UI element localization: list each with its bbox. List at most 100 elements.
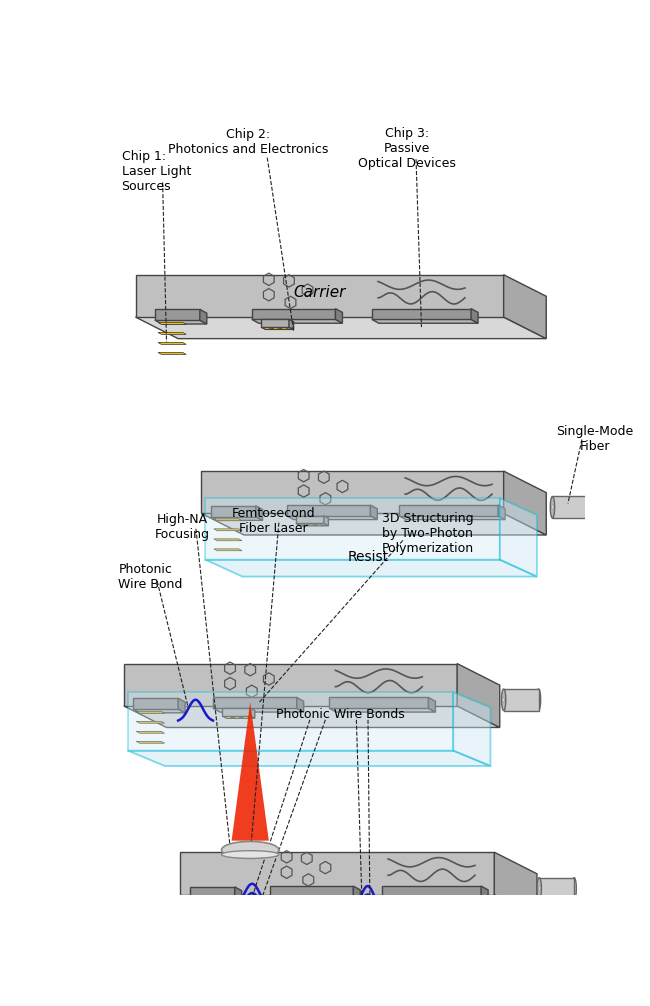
Polygon shape — [133, 698, 178, 709]
Ellipse shape — [538, 885, 540, 891]
Polygon shape — [382, 897, 488, 900]
Polygon shape — [250, 708, 255, 718]
Polygon shape — [136, 741, 164, 743]
Polygon shape — [382, 886, 481, 897]
Polygon shape — [158, 332, 187, 334]
Polygon shape — [124, 706, 500, 727]
Polygon shape — [481, 886, 488, 900]
Polygon shape — [202, 513, 546, 535]
Polygon shape — [270, 886, 354, 897]
Text: Femtosecond
Fiber Laser: Femtosecond Fiber Laser — [231, 507, 315, 535]
Polygon shape — [213, 708, 304, 712]
Polygon shape — [330, 708, 436, 712]
Polygon shape — [370, 505, 377, 519]
Polygon shape — [128, 750, 491, 766]
Polygon shape — [287, 505, 370, 516]
Polygon shape — [190, 887, 235, 897]
Polygon shape — [372, 319, 478, 323]
Polygon shape — [372, 309, 471, 319]
Polygon shape — [296, 516, 324, 523]
Polygon shape — [271, 328, 280, 329]
Polygon shape — [136, 721, 164, 723]
Polygon shape — [315, 524, 324, 526]
Polygon shape — [135, 317, 546, 339]
Polygon shape — [211, 506, 255, 516]
Text: Chip 2:
Photonics and Electronics: Chip 2: Photonics and Electronics — [168, 129, 328, 156]
Polygon shape — [193, 900, 221, 901]
Text: High-NA
Focusing: High-NA Focusing — [155, 513, 209, 541]
Polygon shape — [296, 523, 328, 526]
Polygon shape — [270, 897, 360, 900]
Polygon shape — [211, 516, 263, 520]
Polygon shape — [289, 319, 294, 329]
Polygon shape — [181, 894, 537, 916]
Polygon shape — [136, 731, 164, 733]
Polygon shape — [136, 711, 164, 713]
Polygon shape — [193, 919, 221, 921]
Polygon shape — [298, 524, 307, 526]
Polygon shape — [222, 716, 255, 718]
Text: 3D Structuring
by Two-Photon
Polymerization: 3D Structuring by Two-Photon Polymerizat… — [382, 512, 474, 555]
Polygon shape — [296, 697, 304, 712]
Polygon shape — [552, 497, 588, 518]
Polygon shape — [124, 664, 457, 706]
Polygon shape — [205, 559, 537, 576]
Ellipse shape — [572, 877, 577, 899]
Polygon shape — [330, 697, 428, 708]
Polygon shape — [280, 328, 289, 329]
Polygon shape — [241, 716, 250, 718]
Polygon shape — [135, 275, 504, 317]
Polygon shape — [252, 319, 343, 323]
Polygon shape — [214, 539, 242, 541]
Polygon shape — [155, 310, 200, 320]
Polygon shape — [261, 327, 294, 329]
Polygon shape — [261, 319, 289, 327]
Polygon shape — [399, 516, 505, 519]
Text: Photonic Wire Bonds: Photonic Wire Bonds — [276, 708, 405, 721]
Ellipse shape — [585, 497, 590, 518]
Polygon shape — [494, 852, 537, 916]
Ellipse shape — [537, 877, 541, 899]
Text: Photonic
Wire Bond: Photonic Wire Bond — [118, 563, 183, 592]
Polygon shape — [133, 709, 185, 713]
Polygon shape — [202, 471, 504, 513]
Polygon shape — [158, 342, 187, 344]
Text: Chip 3:
Passive
Optical Devices: Chip 3: Passive Optical Devices — [358, 127, 456, 170]
Polygon shape — [214, 549, 242, 550]
Polygon shape — [540, 877, 574, 899]
Polygon shape — [158, 323, 187, 324]
Polygon shape — [453, 692, 491, 766]
Polygon shape — [324, 516, 328, 526]
Polygon shape — [354, 886, 360, 900]
Polygon shape — [428, 697, 436, 712]
Polygon shape — [214, 529, 242, 531]
Polygon shape — [178, 698, 185, 713]
Polygon shape — [287, 516, 377, 519]
Polygon shape — [504, 689, 538, 710]
Polygon shape — [335, 309, 343, 323]
Polygon shape — [205, 498, 500, 559]
Polygon shape — [193, 930, 221, 932]
Ellipse shape — [552, 505, 553, 510]
Polygon shape — [504, 275, 546, 339]
Polygon shape — [155, 320, 207, 324]
Text: Chip 1:
Laser Light
Sources: Chip 1: Laser Light Sources — [122, 150, 191, 193]
Polygon shape — [504, 471, 546, 535]
Text: Resist: Resist — [348, 550, 389, 564]
Polygon shape — [158, 352, 187, 354]
Polygon shape — [200, 310, 207, 324]
Polygon shape — [263, 328, 272, 329]
Polygon shape — [498, 505, 505, 519]
Polygon shape — [235, 887, 242, 901]
Polygon shape — [231, 702, 269, 841]
Polygon shape — [224, 716, 233, 718]
Ellipse shape — [536, 689, 541, 710]
Polygon shape — [128, 692, 453, 750]
Polygon shape — [222, 708, 250, 716]
Ellipse shape — [501, 689, 506, 710]
Polygon shape — [457, 664, 500, 727]
Text: Single-Mode
Fiber: Single-Mode Fiber — [556, 425, 634, 453]
Polygon shape — [233, 716, 242, 718]
Ellipse shape — [551, 497, 554, 518]
Polygon shape — [181, 852, 494, 894]
